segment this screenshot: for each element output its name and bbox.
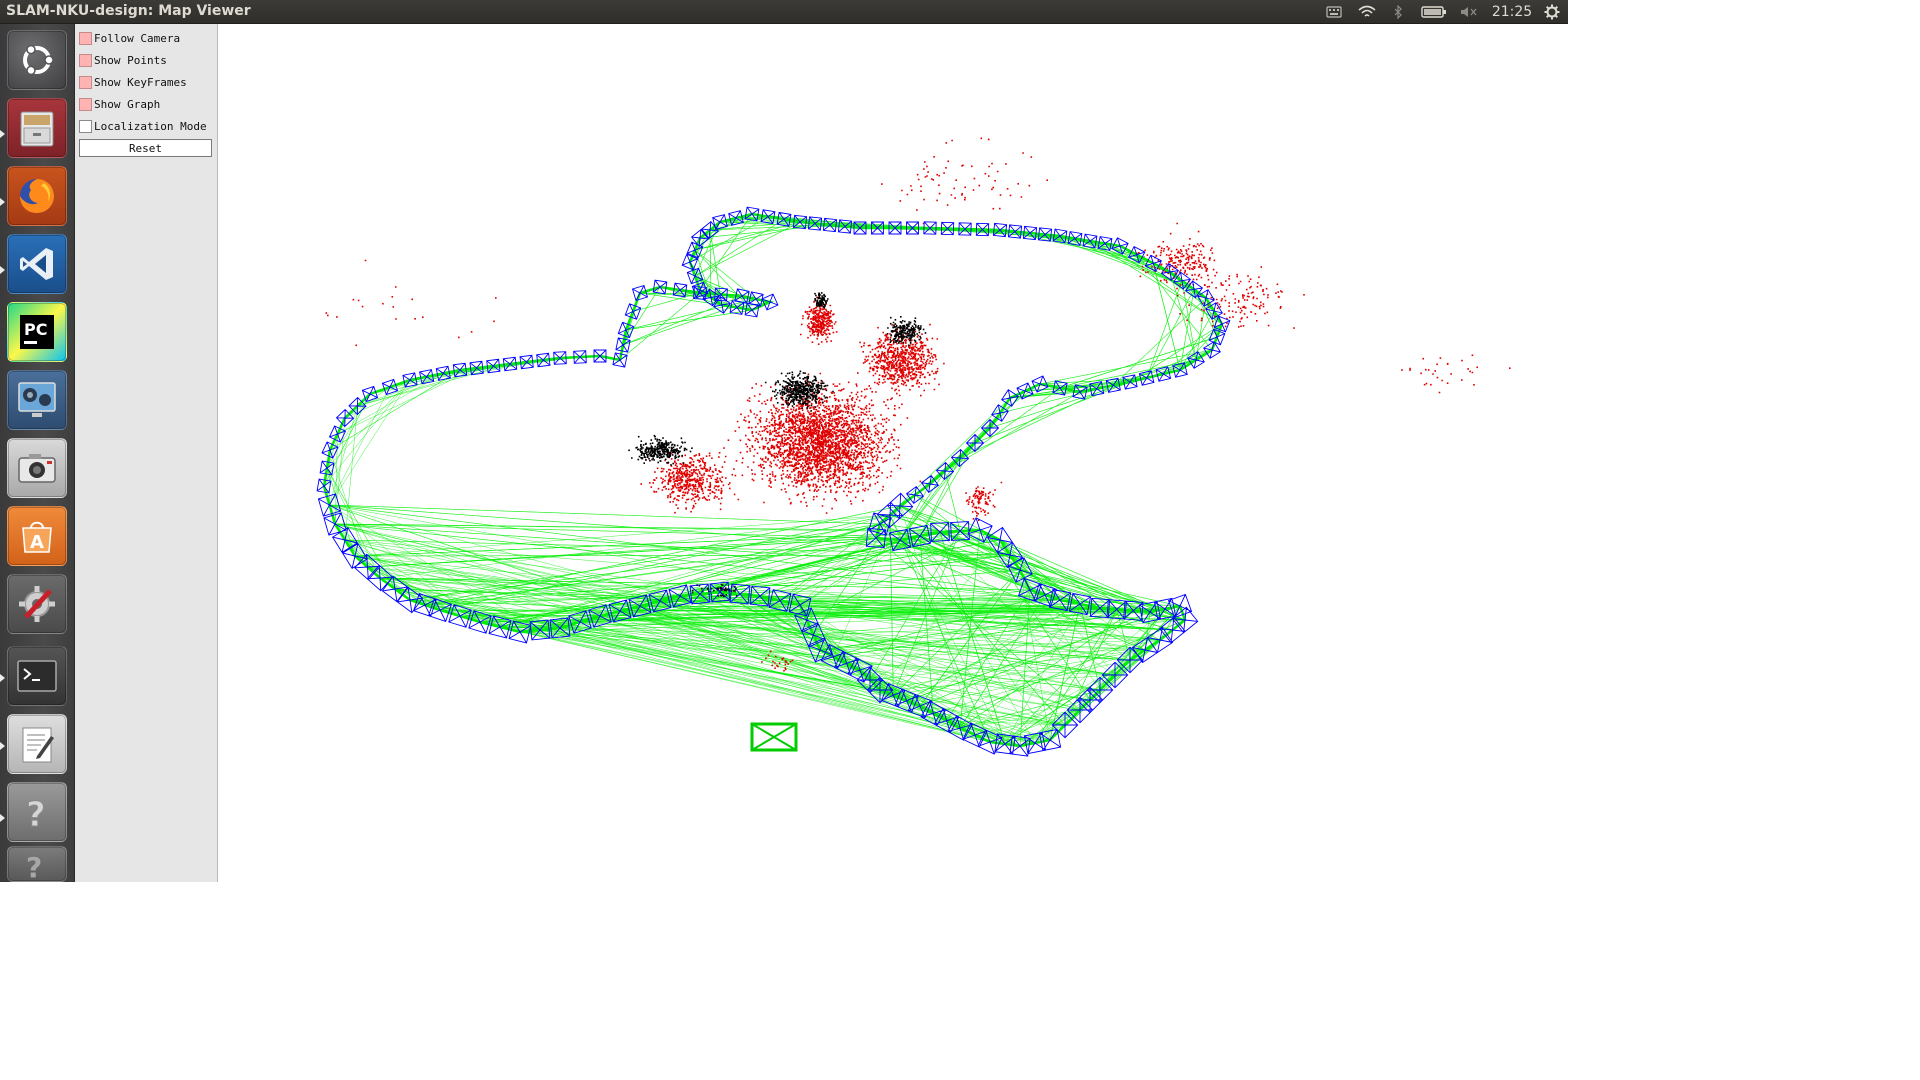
current-camera-rays [751,723,797,751]
map-viewport[interactable] [218,24,1568,882]
point-cluster [764,370,834,412]
checkbox-label: Show KeyFrames [94,75,187,89]
camera-icon[interactable] [7,438,67,498]
checkbox-box[interactable] [79,31,92,45]
svg-text:PC: PC [24,320,47,339]
map-points [325,137,1511,672]
software-center-icon[interactable]: A [7,506,67,566]
bluetooth-icon[interactable] [1390,0,1406,24]
svg-text:?: ? [26,795,46,834]
point-cluster [857,323,945,397]
point-cluster [965,481,1003,521]
checkbox-box[interactable] [79,75,92,89]
point-cluster [628,434,693,466]
window-title: SLAM-NKU-design: Map Viewer [6,3,251,19]
point-cluster [886,316,927,347]
localization-mode-checkbox[interactable]: Localization Mode [79,116,207,136]
checkbox-label: Show Graph [94,97,161,111]
help-icon-reflection: ? [7,846,67,882]
point-cluster [800,296,838,345]
point-cluster [690,583,738,598]
running-indicator [0,674,5,682]
map-canvas[interactable] [218,24,1568,882]
battery-icon[interactable] [1420,0,1448,24]
keyboard-icon[interactable] [1324,0,1344,24]
current-camera [750,722,798,752]
checkbox-label: Follow Camera [94,31,181,45]
terminal-icon[interactable] [7,646,67,706]
settings-gear-icon[interactable] [1542,0,1562,24]
checkbox-box[interactable] [79,97,92,111]
files-icon[interactable] [7,98,67,158]
point-cluster [1401,354,1511,394]
checkbox-box[interactable] [79,119,92,133]
reset-button[interactable]: Reset [79,139,212,157]
keyframe-frustums [316,206,1231,757]
top-panel: SLAM-NKU-design: Map Viewer 21:25 [0,0,1568,24]
svg-text:A: A [30,532,44,553]
svg-text:?: ? [26,851,42,879]
show-points-checkbox[interactable]: Show Points [79,50,167,70]
point-cluster [814,292,829,309]
point-cluster [1177,266,1305,329]
video-player-icon[interactable] [7,370,67,430]
keyframes [316,206,1231,757]
checkbox-label: Show Points [94,53,167,67]
checkbox-label: Localization Mode [94,119,207,133]
point-cluster [761,650,794,672]
launcher: PC A ? ? [0,24,75,882]
point-cluster [881,137,1048,225]
viewer-control-panel: Follow Camera Show Points Show KeyFrames… [75,24,218,882]
help-icon[interactable]: ? [7,782,67,842]
ubuntu-dash-icon[interactable] [7,30,67,90]
point-cluster [325,259,497,347]
follow-camera-checkbox[interactable]: Follow Camera [79,28,180,48]
show-graph-checkbox[interactable]: Show Graph [79,94,160,114]
running-indicator [0,266,5,274]
wifi-icon[interactable] [1356,0,1378,24]
running-indicator [0,742,5,750]
pycharm-icon[interactable]: PC [7,302,67,362]
running-indicator [0,814,5,822]
firefox-icon[interactable] [7,166,67,226]
running-indicator [0,130,5,138]
clock[interactable]: 21:25 [1491,4,1533,20]
show-keyframes-checkbox[interactable]: Show KeyFrames [79,72,187,92]
vscode-icon[interactable] [7,234,67,294]
checkbox-box[interactable] [79,53,92,67]
current-camera-frustum [750,722,798,752]
volume-muted-icon[interactable] [1458,0,1480,24]
running-indicator [0,198,5,206]
text-editor-icon[interactable] [7,714,67,774]
point-cluster [723,372,922,514]
system-settings-icon[interactable] [7,574,67,634]
point-cluster [640,452,744,514]
